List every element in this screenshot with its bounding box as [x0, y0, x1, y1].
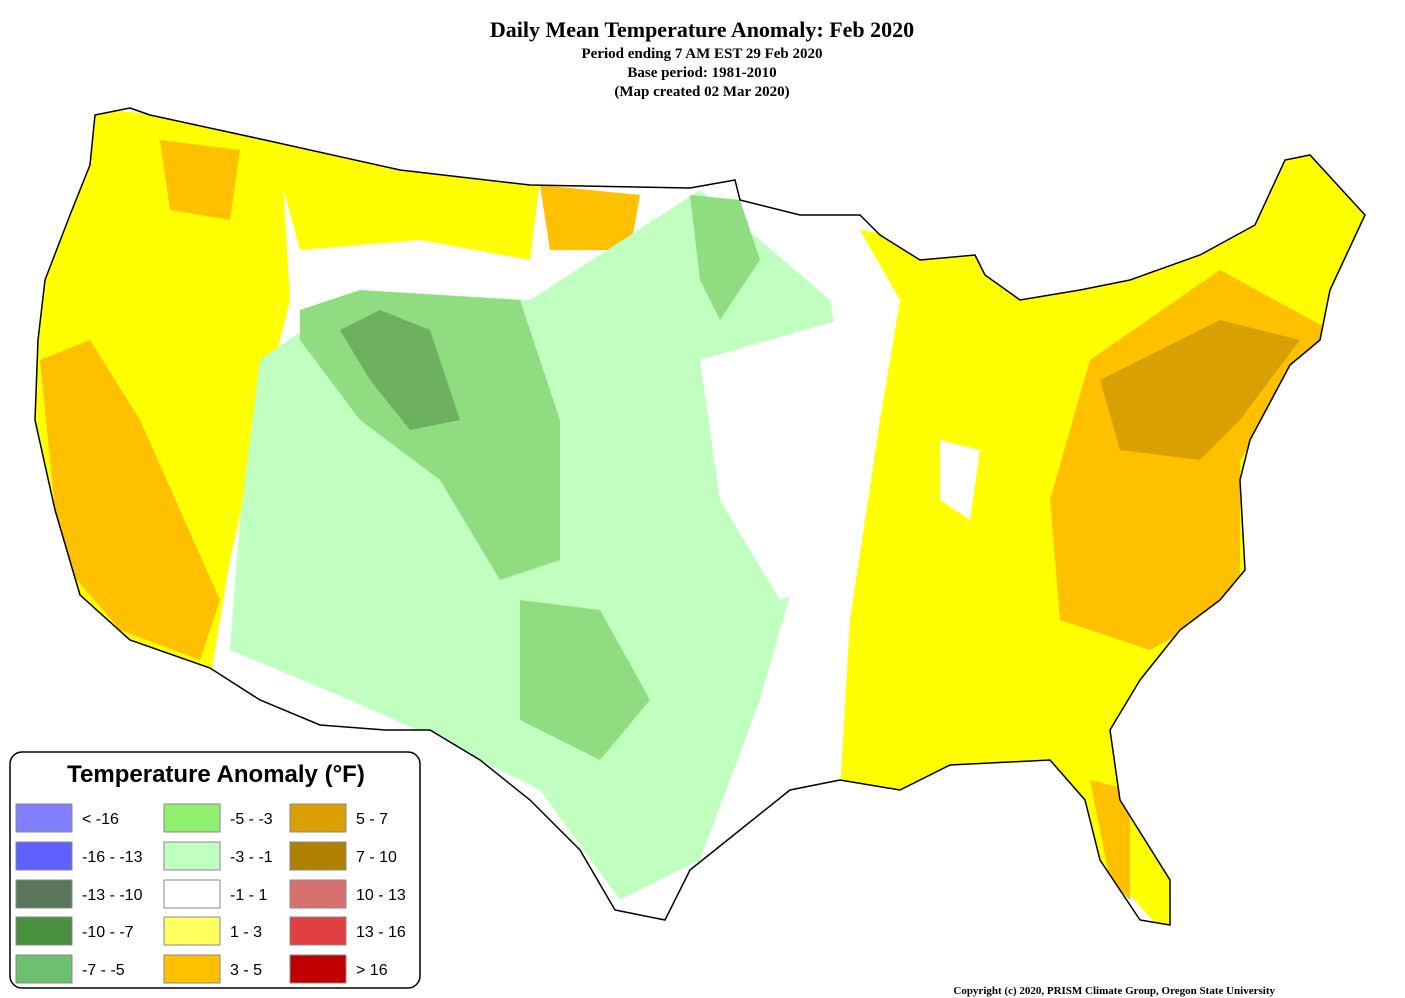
legend-label: 13 - 16: [356, 924, 406, 941]
map-title: Daily Mean Temperature Anomaly: Feb 2020: [490, 17, 914, 42]
legend-swatch: [163, 954, 221, 984]
legend-label: 7 - 10: [356, 849, 397, 866]
legend-label: < -16: [82, 811, 119, 828]
legend-swatch: [163, 916, 221, 946]
legend-swatch: [289, 803, 347, 833]
legend-swatch: [15, 954, 73, 984]
legend-label: 1 - 3: [230, 924, 262, 941]
legend-label: -5 - -3: [230, 811, 273, 828]
copyright: Copyright (c) 2020, PRISM Climate Group,…: [953, 985, 1275, 997]
legend-label: 3 - 5: [230, 962, 262, 979]
legend-swatch: [15, 916, 73, 946]
legend-swatch: [289, 879, 347, 909]
legend-label: -13 - -10: [82, 887, 143, 904]
legend-label: > 16: [356, 962, 388, 979]
legend-swatch: [15, 879, 73, 909]
subtitle-line: Period ending 7 AM EST 29 Feb 2020: [582, 46, 823, 62]
legend-label: 10 - 13: [356, 887, 406, 904]
legend-swatch: [15, 841, 73, 871]
legend-label: -7 - -5: [82, 962, 125, 979]
legend-swatch: [163, 803, 221, 833]
subtitle-line: Base period: 1981-2010: [627, 65, 776, 81]
legend-label: -16 - -13: [82, 849, 143, 866]
legend-label: 5 - 7: [356, 811, 388, 828]
legend-swatch: [289, 954, 347, 984]
legend-title: Temperature Anomaly (°F): [67, 761, 365, 788]
legend-swatch: [289, 916, 347, 946]
legend-label: -3 - -1: [230, 849, 273, 866]
legend-label: -1 - 1: [230, 887, 267, 904]
legend-swatch: [15, 803, 73, 833]
legend-label: -10 - -7: [82, 924, 134, 941]
legend-swatch: [163, 879, 221, 909]
legend-swatch: [163, 841, 221, 871]
subtitle-line: (Map created 02 Mar 2020): [614, 84, 789, 100]
legend-swatch: [289, 841, 347, 871]
